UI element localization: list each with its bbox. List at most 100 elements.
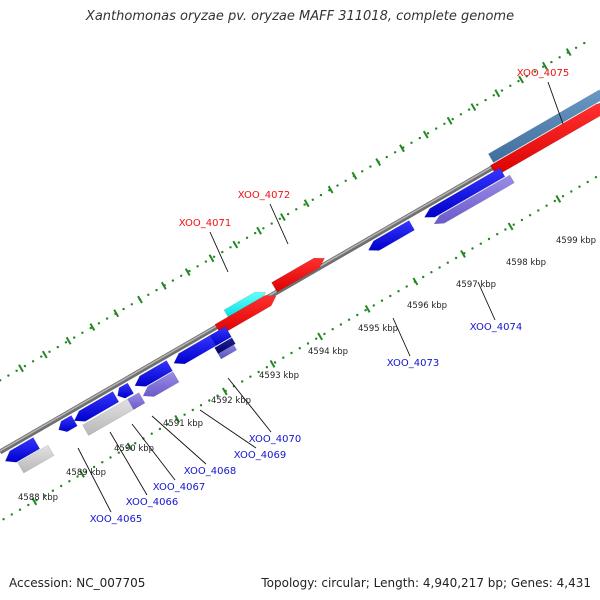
scale-tick: [18, 364, 24, 373]
guide-dot: [64, 341, 68, 344]
guide-dot: [254, 231, 257, 235]
scale-label: 4595 kbp: [358, 324, 398, 334]
guide-dot: [323, 332, 326, 336]
guide-dot: [171, 279, 175, 282]
guide-dot: [23, 364, 27, 368]
guide-dot: [97, 322, 101, 325]
guide-dot: [303, 203, 306, 206]
scale-tick: [317, 332, 323, 341]
scale-tick: [375, 158, 382, 167]
guide-dot: [262, 227, 265, 230]
gene-leader-line: [227, 377, 272, 433]
guide-dot: [89, 326, 92, 330]
guide-dot: [2, 518, 5, 521]
guide-dot: [319, 193, 323, 197]
scale-tick: [494, 89, 501, 98]
guide-dot: [40, 355, 43, 358]
scale-tick: [113, 309, 120, 318]
scale-tick: [555, 194, 562, 203]
guide-dot: [221, 250, 224, 254]
guide-dot: [257, 370, 260, 374]
guide-dot: [155, 288, 158, 292]
guide-dot: [542, 65, 545, 69]
gene-label: XOO_4071: [179, 218, 231, 229]
scale-label: 4599 kbp: [556, 236, 596, 246]
guide-dot: [199, 404, 203, 407]
guide-dot: [117, 451, 121, 454]
guide-dot: [188, 269, 191, 273]
scale-label: 4588 kbp: [18, 493, 58, 503]
guide-dot: [278, 217, 282, 220]
scale-tick: [327, 185, 334, 194]
scale-tick: [174, 414, 181, 423]
gene-xoo-4067: [134, 360, 173, 387]
guide-dot: [430, 271, 433, 274]
guide-dot: [504, 228, 507, 231]
gene-label: XOO_4074: [470, 322, 522, 333]
guide-dot: [0, 379, 2, 382]
guide-dot: [35, 499, 38, 502]
scale-tick: [160, 281, 167, 290]
guide-dot: [389, 294, 392, 298]
guide-dot: [7, 374, 10, 377]
guide-dot: [356, 313, 359, 317]
guide-dot: [487, 237, 491, 241]
gene-leader-line: [392, 317, 411, 357]
gene-xoo-4065: [73, 391, 120, 422]
scale-label: 4597 kbp: [456, 280, 496, 290]
accession-text: Accession: NC_007705: [9, 576, 146, 590]
guide-dot: [27, 503, 30, 507]
guide-dot: [385, 155, 388, 159]
gene-leader-line: [477, 281, 496, 321]
guide-dot: [180, 274, 183, 277]
scale-label: 4593 kbp: [259, 371, 299, 381]
guide-dot: [446, 261, 449, 264]
guide-dot: [479, 242, 482, 245]
guide-dot: [418, 136, 421, 140]
genome-title: Xanthomonas oryzae pv. oryzae MAFF 31101…: [85, 9, 515, 24]
gene-leader-line: [199, 409, 257, 449]
guide-dot: [344, 179, 347, 182]
guide-dot: [183, 413, 186, 416]
guide-dot: [241, 380, 244, 383]
guide-dot: [520, 218, 524, 222]
gene-leader-line: [547, 81, 564, 125]
gene-xoo-4066-cds: [127, 392, 146, 410]
guide-dot: [561, 195, 565, 198]
guide-dot: [125, 446, 129, 450]
guide-dot: [553, 199, 556, 203]
scale-tick: [269, 359, 276, 368]
guide-dot: [331, 328, 334, 331]
scale-tick: [137, 295, 143, 304]
guide-dot: [73, 336, 76, 339]
guide-dot: [130, 303, 133, 306]
guide-dot: [306, 342, 310, 345]
guide-dot: [282, 356, 285, 359]
scale-tick: [89, 323, 96, 332]
guide-dot: [471, 247, 474, 250]
guide-dot: [105, 317, 109, 320]
scale-label: 4591 kbp: [163, 419, 203, 429]
scale-tick: [126, 442, 133, 451]
guide-dot: [31, 360, 35, 363]
scale-tick: [542, 61, 548, 70]
guide-dot: [212, 255, 216, 258]
guide-dot: [459, 113, 463, 116]
gene-leader-line: [209, 231, 229, 273]
guide-dot: [56, 345, 59, 349]
guide-dot: [594, 176, 598, 179]
gene-leader-line: [109, 431, 148, 496]
scale-tick: [208, 254, 215, 263]
guide-dot: [500, 89, 504, 92]
scale-label: 4598 kbp: [506, 258, 546, 268]
scale-tick: [303, 199, 310, 208]
guide-dot: [528, 214, 532, 217]
scale-tick: [31, 497, 38, 506]
guide-dot: [336, 184, 339, 187]
gene-xoo-4074: [423, 167, 506, 218]
guide-dot: [60, 484, 63, 488]
gene-xoo-4070-cds: [214, 337, 236, 355]
gene-label: XOO_4068: [184, 466, 236, 477]
gene-xoo-4064: [4, 437, 41, 463]
